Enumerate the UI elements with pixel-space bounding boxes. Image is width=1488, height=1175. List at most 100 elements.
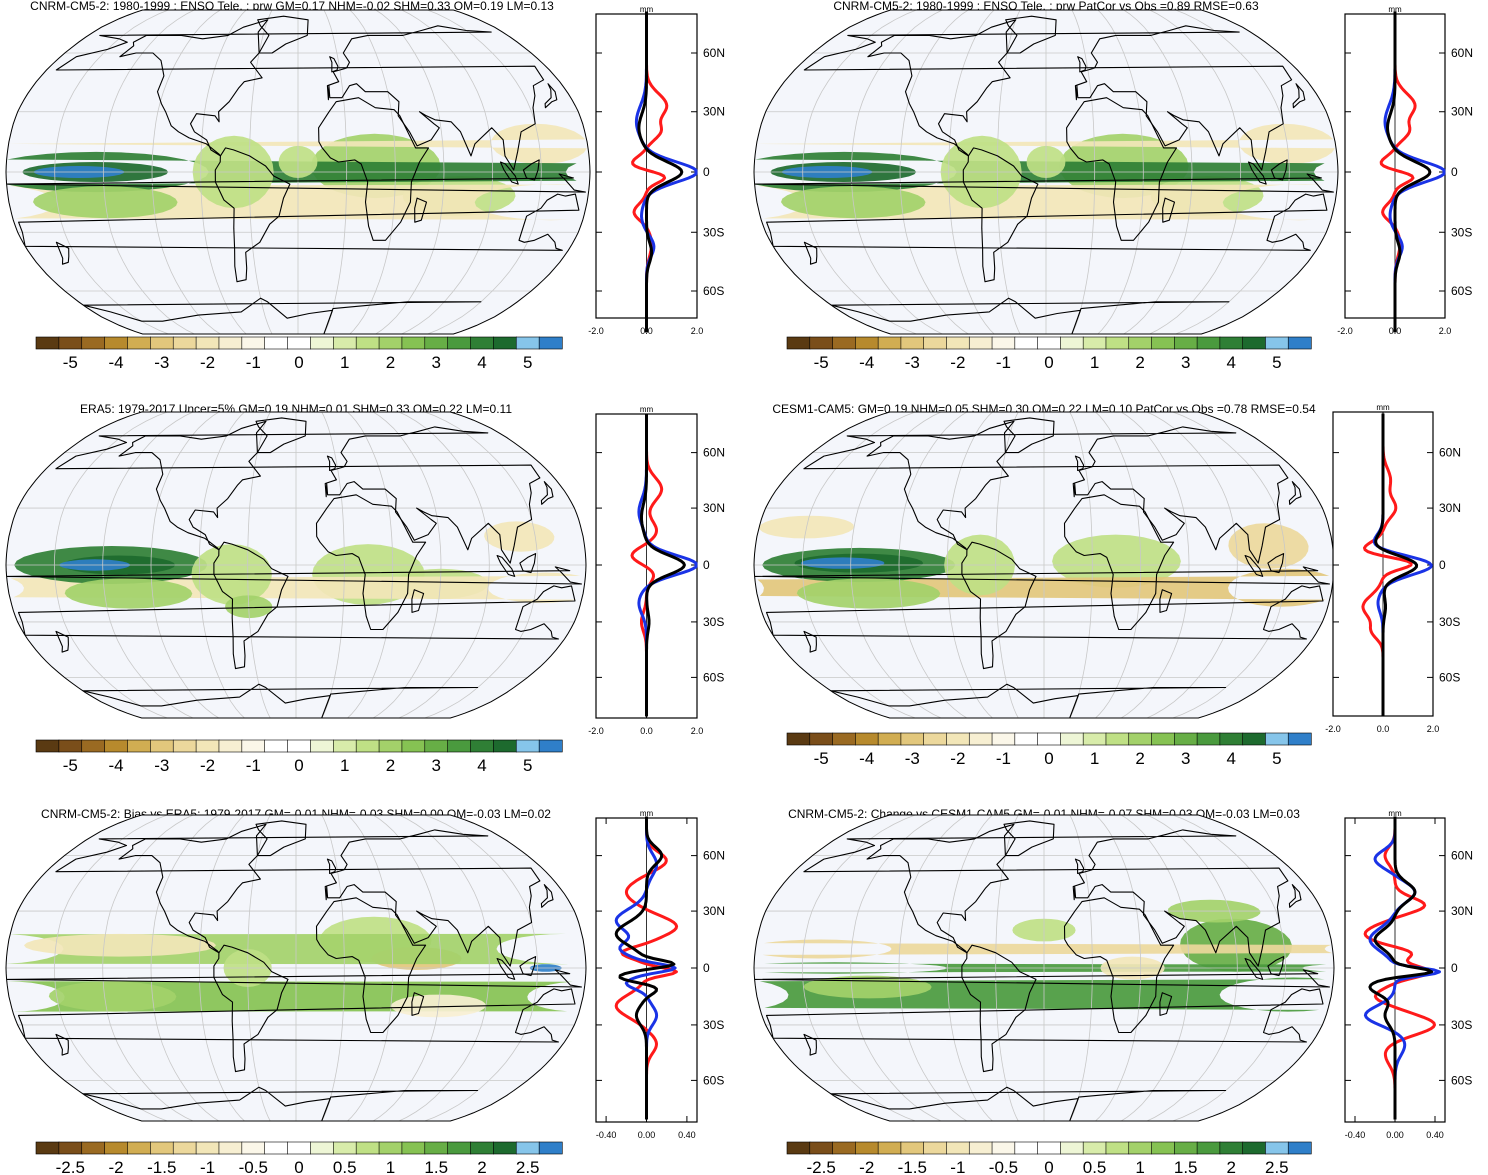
profile-x-label: 2.0 xyxy=(691,326,704,336)
coastline-australia xyxy=(765,585,1324,640)
coastline-new-guinea xyxy=(754,969,1331,988)
colorbar-swatch xyxy=(1105,336,1130,350)
coastline-africa xyxy=(1066,97,1178,241)
coastline-new-guinea xyxy=(754,566,1331,585)
profile-x-label: -2.0 xyxy=(588,326,604,336)
colorbar-swatch xyxy=(104,1141,129,1155)
profile-lat-label: 30S xyxy=(703,1018,724,1032)
profile-lat-label: 60N xyxy=(703,446,725,460)
colorbar-swatch xyxy=(1082,336,1107,350)
colorbar-swatch xyxy=(809,732,834,746)
coastline-uk xyxy=(329,56,339,73)
field-contour-5 xyxy=(24,933,216,957)
coastline-sumatra xyxy=(496,957,516,980)
profile-unit-label: mm xyxy=(1376,403,1390,412)
colorbar-swatch xyxy=(1196,732,1221,746)
coastline-sumatra xyxy=(1244,957,1264,980)
colorbar-swatch xyxy=(1265,336,1289,350)
colorbar-swatch xyxy=(968,1141,993,1155)
coastline-south-america xyxy=(961,944,1037,1073)
colorbar-swatch xyxy=(241,336,266,350)
profile-lat-label: 60S xyxy=(1451,1073,1472,1087)
colorbar-label: 2 xyxy=(1135,353,1144,372)
colorbar-swatch xyxy=(355,739,380,753)
colorbar-swatch xyxy=(127,1141,151,1155)
colorbar-label: -4 xyxy=(108,756,123,775)
profile-x-label: -2.0 xyxy=(588,726,604,736)
colorbar-label: -1 xyxy=(246,353,261,372)
colorbar-swatch xyxy=(1242,732,1267,746)
colorbar-label: -4 xyxy=(859,749,874,768)
coastline-new-zealand xyxy=(55,1033,69,1056)
colorbar-swatch xyxy=(424,739,449,753)
colorbar-label: -5 xyxy=(63,353,78,372)
colorbar-label: 4 xyxy=(477,756,486,775)
colorbar-label: -2 xyxy=(950,749,965,768)
colorbar-swatch xyxy=(172,1141,197,1155)
colorbar-swatch xyxy=(1242,336,1267,350)
profile-lat-label: 60S xyxy=(1451,284,1472,298)
colorbar-swatch xyxy=(1014,732,1039,746)
profile-x-label: 0.00 xyxy=(1386,1130,1404,1140)
colorbar-swatch xyxy=(104,336,129,350)
profile-x-label: -0.40 xyxy=(1345,1130,1366,1140)
zonal-profile: 60N 30N 0 30S 60S -0.40 0.00 0.40 mm xyxy=(1344,809,1473,1140)
coastline-new-zealand xyxy=(803,1033,817,1056)
colorbar-label: -1 xyxy=(996,749,1011,768)
colorbar-swatch xyxy=(1105,732,1130,746)
coastline-new-zealand xyxy=(55,630,69,653)
colorbar-swatch xyxy=(401,1141,426,1155)
colorbar-label: 4 xyxy=(1227,749,1236,768)
world-map xyxy=(6,10,590,334)
colorbar-label: 1 xyxy=(1090,353,1099,372)
colorbar-swatch xyxy=(1219,1141,1244,1155)
colorbar-swatch xyxy=(493,336,517,350)
profile-line-black xyxy=(640,412,686,718)
colorbar-swatch xyxy=(218,336,243,350)
colorbar-label: -3 xyxy=(154,353,169,372)
profile-x-label: -0.40 xyxy=(596,1130,617,1140)
coastline-madagascar xyxy=(414,197,428,223)
colorbar-swatch xyxy=(855,732,879,746)
colorbar-label: 0.5 xyxy=(333,1158,357,1175)
coastline-australia xyxy=(766,193,1328,251)
coastline-antarctica xyxy=(830,1086,1227,1121)
colorbar-swatch xyxy=(832,1141,856,1155)
colorbar-swatch xyxy=(1265,1141,1289,1155)
colorbar-swatch xyxy=(1060,1141,1084,1155)
coastline-borneo xyxy=(522,159,540,181)
colorbar-swatch xyxy=(946,732,970,746)
colorbar-label: -3 xyxy=(905,353,920,372)
colorbar-label: 1 xyxy=(1090,749,1099,768)
colorbar-swatch xyxy=(855,1141,879,1155)
coastline-north-america xyxy=(118,823,267,954)
coastline-uk xyxy=(1077,56,1087,73)
profile-lat-label: 30S xyxy=(1451,225,1472,239)
colorbar-swatch xyxy=(991,732,1016,746)
colorbar-label: -1 xyxy=(996,353,1011,372)
colorbar-swatch xyxy=(1219,336,1244,350)
colorbar-label: 5 xyxy=(523,353,532,372)
profile-x-label: -2.0 xyxy=(1337,326,1353,336)
colorbar-label: 0.5 xyxy=(1083,1158,1107,1175)
coastline-eurasia xyxy=(803,829,1289,967)
colorbar-swatch xyxy=(923,732,948,746)
coastline-greenland xyxy=(1003,417,1055,454)
world-map xyxy=(754,412,1334,718)
coastline-sumatra xyxy=(496,554,516,577)
coastline-madagascar xyxy=(411,589,425,613)
colorbar-swatch xyxy=(310,336,334,350)
colorbar-swatch xyxy=(1174,336,1198,350)
coastline-australia xyxy=(18,193,580,251)
colorbar-swatch xyxy=(58,739,83,753)
profile-unit-label: mm xyxy=(640,405,654,414)
profile-lat-label: 60N xyxy=(703,46,725,60)
colorbar-swatch xyxy=(447,739,472,753)
map-border xyxy=(753,9,1339,335)
profile-lat-label: 60S xyxy=(703,670,724,684)
coastline-australia xyxy=(765,988,1324,1043)
profile-unit-label: mm xyxy=(640,809,654,818)
